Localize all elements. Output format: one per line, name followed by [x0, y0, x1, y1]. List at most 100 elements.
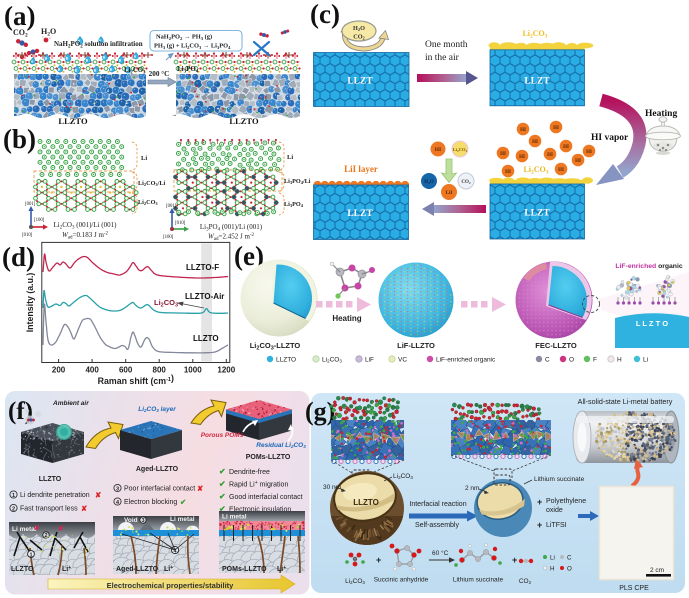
svg-text:Electronic insulation: Electronic insulation	[229, 507, 291, 514]
svg-text:[001]: [001]	[166, 204, 177, 209]
svg-text:LLZTO: LLZTO	[353, 498, 379, 507]
svg-text:Li2CO3: Li2CO3	[322, 357, 342, 364]
svg-text:H: H	[617, 357, 622, 364]
svg-text:HI: HI	[505, 170, 511, 175]
svg-text:✘: ✘	[197, 484, 204, 493]
svg-text:LLZT: LLZT	[347, 209, 373, 219]
svg-text:HI: HI	[575, 159, 581, 164]
svg-text:POMs-LLZTO: POMs-LLZTO	[246, 454, 291, 461]
svg-text:Li3PO4 (001)/Li (001): Li3PO4 (001)/Li (001)	[200, 223, 263, 233]
svg-text:✔: ✔	[219, 467, 226, 476]
svg-text:H2O: H2O	[353, 25, 365, 32]
svg-text:CO2: CO2	[353, 34, 365, 41]
svg-text:✘: ✘	[58, 525, 64, 533]
svg-text:LLZTO: LLZTO	[11, 566, 34, 573]
svg-text:Void: Void	[124, 517, 138, 524]
svg-text:LiF-LLZTO: LiF-LLZTO	[397, 341, 435, 350]
svg-text:LiI: LiI	[446, 191, 453, 196]
svg-text:HI: HI	[435, 147, 441, 153]
svg-text:Self-assembly: Self-assembly	[415, 522, 459, 529]
svg-text:800: 800	[153, 366, 167, 375]
svg-text:✘: ✘	[81, 504, 88, 513]
svg-text:Li metal: Li metal	[12, 526, 37, 533]
svg-text:One month: One month	[425, 40, 468, 50]
svg-text:(c): (c)	[310, 0, 340, 29]
svg-text:Li dendrite penetration: Li dendrite penetration	[20, 492, 90, 499]
svg-text:Li3PO4: Li3PO4	[177, 65, 199, 75]
svg-text:LLZTO: LLZTO	[193, 334, 219, 343]
svg-text:LiF-enriched organic: LiF-enriched organic	[436, 357, 496, 364]
svg-text:✔: ✔	[219, 492, 226, 501]
svg-text:4: 4	[173, 548, 177, 554]
svg-text:Heating: Heating	[645, 109, 677, 119]
svg-text:Electrochemical properties/sta: Electrochemical properties/stability	[107, 581, 235, 590]
svg-text:LLZTO: LLZTO	[229, 116, 259, 126]
svg-text:F: F	[593, 357, 597, 364]
svg-text:Raman shift (cm-1): Raman shift (cm-1)	[98, 373, 174, 386]
svg-text:3: 3	[141, 518, 144, 524]
svg-text:LLZT: LLZT	[347, 77, 373, 87]
svg-text:✔: ✔	[180, 498, 186, 507]
svg-text:1000: 1000	[184, 366, 202, 375]
svg-text:Li+: Li+	[62, 565, 71, 573]
svg-text:2 cm: 2 cm	[650, 567, 664, 574]
svg-text:Residual Li2CO3: Residual Li2CO3	[256, 442, 306, 449]
svg-text:LiTFSI: LiTFSI	[546, 522, 567, 529]
svg-text:4: 4	[116, 500, 120, 506]
svg-text:Aged-LLZTO: Aged-LLZTO	[136, 466, 179, 473]
svg-text:+: +	[537, 497, 542, 507]
svg-text:Wad=0.183 J m-2: Wad=0.183 J m-2	[62, 231, 109, 241]
svg-text:HI: HI	[519, 155, 525, 160]
svg-text:Li+: Li+	[164, 565, 173, 573]
svg-text:C: C	[545, 357, 550, 364]
svg-text:1: 1	[12, 493, 15, 499]
svg-text:Poor interfacial contact: Poor interfacial contact	[124, 486, 195, 493]
svg-text:Li: Li	[643, 357, 648, 364]
svg-text:✘: ✘	[95, 491, 102, 500]
svg-text:Porous POMs: Porous POMs	[201, 432, 244, 439]
svg-text:Li metal: Li metal	[170, 516, 195, 523]
svg-text:Interfacial reaction: Interfacial reaction	[409, 501, 466, 508]
svg-text:O: O	[569, 357, 574, 364]
svg-text:Li+: Li+	[277, 565, 286, 573]
svg-text:Li2CO3-LLZTO: Li2CO3-LLZTO	[250, 341, 301, 352]
svg-text:Li2CO3: Li2CO3	[124, 67, 146, 75]
svg-text:H2O: H2O	[41, 27, 56, 38]
svg-text:oxide: oxide	[546, 507, 563, 514]
svg-text:LLZTO-F: LLZTO-F	[186, 263, 219, 272]
svg-text:2: 2	[12, 506, 15, 512]
svg-text:LLZTO-Air: LLZTO-Air	[185, 292, 224, 301]
svg-text:2 nm: 2 nm	[465, 485, 479, 492]
svg-text:CO2: CO2	[461, 180, 471, 185]
svg-text:All-solid-state Li-metal batte: All-solid-state Li-metal battery	[578, 397, 673, 406]
svg-text:LiI layer: LiI layer	[344, 164, 378, 174]
svg-text:[010]: [010]	[175, 221, 186, 226]
svg-text:LLZTO: LLZTO	[58, 116, 88, 126]
svg-text:NaH2PO2 → PH3 (g): NaH2PO2 → PH3 (g)	[156, 34, 212, 41]
svg-text:HI: HI	[563, 145, 569, 150]
svg-text:Wad=2.452 J m-2: Wad=2.452 J m-2	[208, 233, 255, 243]
svg-text:Li3PO4/Li: Li3PO4/Li	[284, 178, 311, 185]
svg-text:HI: HI	[547, 153, 553, 158]
svg-text:LiF: LiF	[365, 357, 374, 364]
svg-text:(g): (g)	[305, 397, 335, 426]
svg-text:POMs-LLZTO: POMs-LLZTO	[222, 566, 267, 573]
svg-text:(b): (b)	[3, 124, 36, 154]
svg-text:Good interfacial contact: Good interfacial contact	[229, 494, 303, 501]
svg-text:Li2CO3: Li2CO3	[453, 147, 468, 153]
svg-text:Li: Li	[141, 155, 147, 162]
svg-text:✔: ✔	[219, 505, 226, 514]
svg-text:Polyethylene: Polyethylene	[546, 498, 586, 505]
svg-text:(a): (a)	[4, 1, 35, 31]
svg-text:1: 1	[29, 552, 32, 558]
svg-text:Rapid Li+ migration: Rapid Li+ migration	[229, 480, 288, 489]
svg-text:LLZT: LLZT	[524, 77, 550, 87]
svg-text:[100]: [100]	[163, 235, 174, 240]
svg-text:VC: VC	[398, 357, 407, 364]
svg-text:✔: ✔	[219, 480, 226, 489]
svg-text:[001]: [001]	[25, 202, 36, 207]
svg-text:HI: HI	[586, 150, 592, 155]
svg-text:LLZTO: LLZTO	[39, 476, 62, 483]
svg-text:✘: ✘	[34, 524, 40, 532]
svg-text:PLS CPE: PLS CPE	[619, 585, 649, 592]
